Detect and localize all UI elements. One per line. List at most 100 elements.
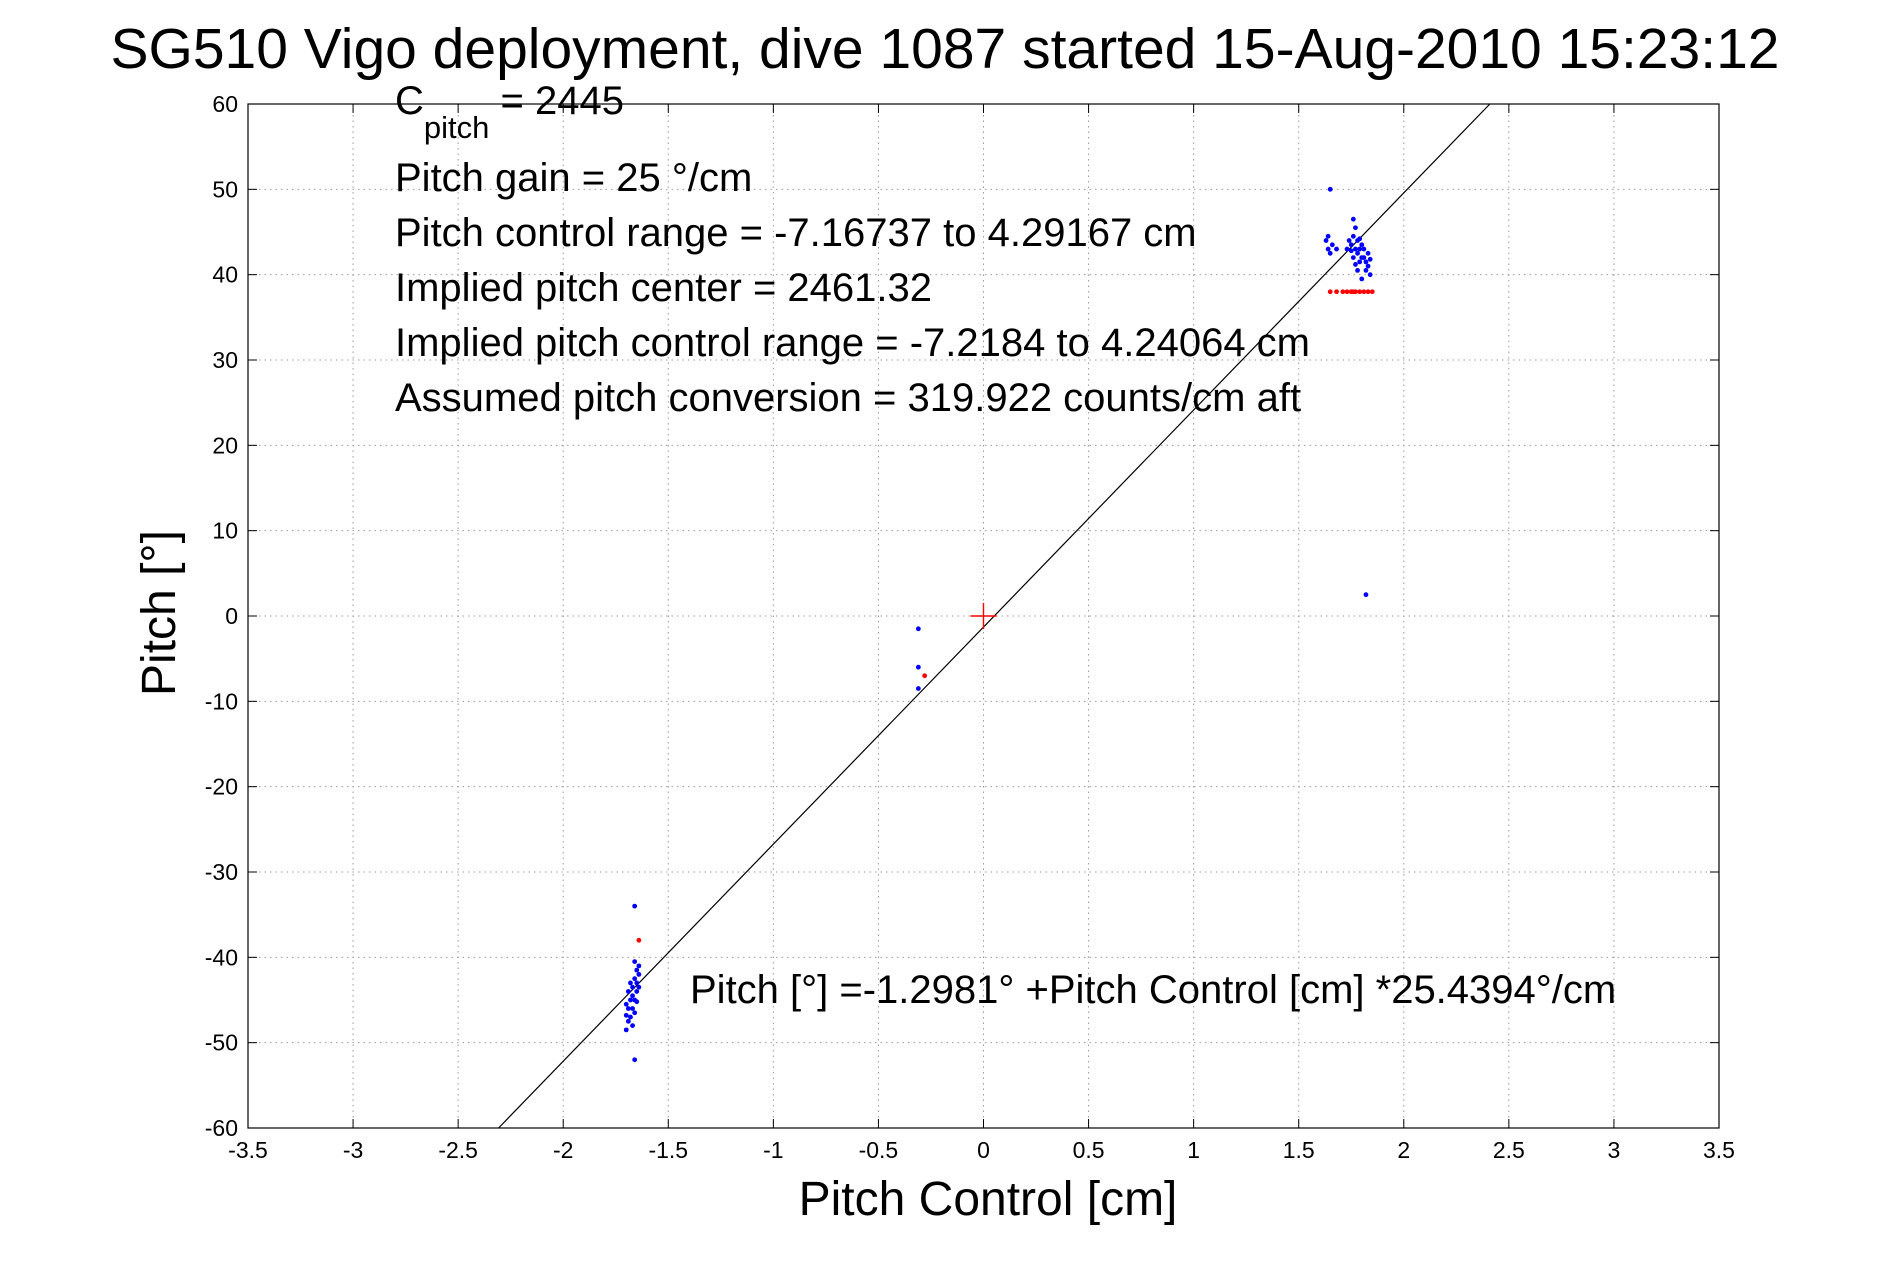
x-tick-label: -3: [343, 1137, 363, 1163]
data-point-blue: [628, 1014, 633, 1020]
data-point-red: [1327, 289, 1333, 295]
c-pitch-value: = 2445: [489, 79, 624, 123]
data-point-blue: [1363, 592, 1369, 598]
y-tick-label: -40: [205, 944, 238, 970]
y-tick-label: 50: [212, 176, 238, 202]
data-point-blue: [1344, 246, 1350, 252]
data-point-blue: [1365, 263, 1371, 269]
x-tick-label: -1.5: [648, 1137, 688, 1163]
data-point-red: [636, 937, 642, 943]
c-pitch-base: C: [395, 79, 424, 123]
data-point-blue: [1367, 272, 1373, 278]
x-tick-label: -2.5: [438, 1137, 478, 1163]
data-point-blue: [623, 1027, 629, 1033]
x-tick-label: 2.5: [1493, 1137, 1525, 1163]
data-point-red: [1357, 289, 1363, 295]
x-tick-label: 1.5: [1283, 1137, 1315, 1163]
x-tick-label: 0.5: [1073, 1137, 1105, 1163]
data-point-red: [1334, 289, 1339, 295]
data-point-blue: [632, 1057, 638, 1063]
data-point-red: [922, 673, 928, 679]
data-point-red: [1340, 289, 1346, 295]
data-point-blue: [623, 1001, 629, 1007]
data-point-blue: [1355, 250, 1360, 256]
data-point-red: [1369, 289, 1375, 295]
data-point-blue: [1361, 246, 1367, 252]
data-point-blue: [1348, 248, 1354, 254]
data-point-blue: [1367, 256, 1373, 262]
x-tick-label: 0: [977, 1137, 990, 1163]
y-tick-label: -50: [205, 1030, 238, 1056]
data-point-blue: [630, 993, 635, 999]
data-point-blue: [1359, 276, 1365, 282]
data-point-blue: [634, 980, 640, 986]
x-tick-label: 1: [1187, 1137, 1200, 1163]
data-point-blue: [625, 1006, 631, 1011]
center-marker-group: [970, 603, 997, 629]
data-point-blue: [632, 903, 638, 909]
data-point-blue: [915, 686, 921, 691]
y-tick-label: -10: [205, 688, 238, 714]
x-tick-label: 3.5: [1703, 1137, 1735, 1163]
y-tick-label: -30: [205, 859, 238, 885]
data-point-blue: [1350, 255, 1356, 260]
data-point-blue: [634, 967, 640, 973]
grid-lines: [248, 104, 1719, 1128]
data-point-blue: [634, 989, 640, 994]
data-point-blue: [1363, 268, 1369, 273]
x-tick-label: 2: [1397, 1137, 1410, 1163]
x-axis-label: Pitch Control [cm]: [799, 1173, 1178, 1226]
data-point-blue: [1357, 246, 1363, 252]
data-point-blue: [636, 963, 642, 969]
data-point-blue: [1353, 262, 1358, 267]
data-point-blue: [1327, 186, 1333, 192]
data-point-red: [1344, 289, 1350, 295]
data-point-blue: [625, 1018, 631, 1024]
data-point-blue: [1350, 216, 1356, 222]
data-point-blue: [1350, 233, 1356, 239]
data-point-blue: [1329, 242, 1335, 248]
y-tick-label: 0: [225, 603, 238, 629]
pitch-gain-annotation: Pitch gain = 25 °/cm: [395, 156, 752, 200]
assumed-conversion-annotation: Assumed pitch conversion = 319.922 count…: [395, 376, 1301, 420]
data-point-red: [1365, 289, 1371, 295]
y-tick-label: 20: [212, 432, 238, 458]
x-tick-label: -0.5: [859, 1137, 899, 1163]
implied-range-annotation: Implied pitch control range = -7.2184 to…: [395, 321, 1310, 365]
data-point-blue: [1325, 233, 1331, 239]
y-tick-label: -20: [205, 774, 238, 800]
data-point-blue: [1353, 246, 1358, 252]
y-tick-label: 60: [212, 91, 238, 117]
fit-equation-annotation: Pitch [°] =-1.2981° +Pitch Control [cm] …: [690, 968, 1616, 1012]
y-axis-label: Pitch [°]: [133, 530, 186, 696]
data-point-blue: [1365, 250, 1371, 256]
data-point-blue: [628, 997, 633, 1003]
x-tick-label: -2: [553, 1137, 573, 1163]
data-point-blue: [1325, 246, 1331, 252]
data-point-blue: [630, 1023, 635, 1028]
data-point-blue: [1323, 238, 1329, 243]
data-point-blue: [623, 1012, 629, 1018]
data-point-blue: [1363, 259, 1369, 265]
c-pitch-annotation: Cpitch = 2445: [395, 79, 624, 145]
data-point-blue: [1353, 225, 1358, 231]
x-tick-label: 3: [1608, 1137, 1621, 1163]
chart-title: SG510 Vigo deployment, dive 1087 started…: [111, 17, 1780, 81]
c-pitch-subscript: pitch: [424, 110, 489, 145]
y-tick-label: 30: [212, 347, 238, 373]
annotation-block: Cpitch = 2445 Pitch gain = 25 °/cm Pitch…: [395, 79, 1616, 1012]
data-point-blue: [1334, 246, 1339, 252]
data-point-blue: [630, 984, 635, 990]
data-point-blue: [628, 980, 633, 986]
data-point-blue: [632, 976, 638, 982]
data-point-blue: [915, 626, 921, 632]
data-point-blue: [1357, 259, 1363, 265]
data-point-blue: [1327, 250, 1333, 256]
implied-center-annotation: Implied pitch center = 2461.32: [395, 266, 932, 310]
data-point-blue: [632, 1010, 638, 1016]
data-point-blue: [630, 1006, 635, 1011]
data-point-blue: [1359, 242, 1365, 248]
y-tick-label: -60: [205, 1115, 238, 1141]
data-point-blue: [1357, 236, 1363, 242]
y-tick-label: 40: [212, 262, 238, 288]
